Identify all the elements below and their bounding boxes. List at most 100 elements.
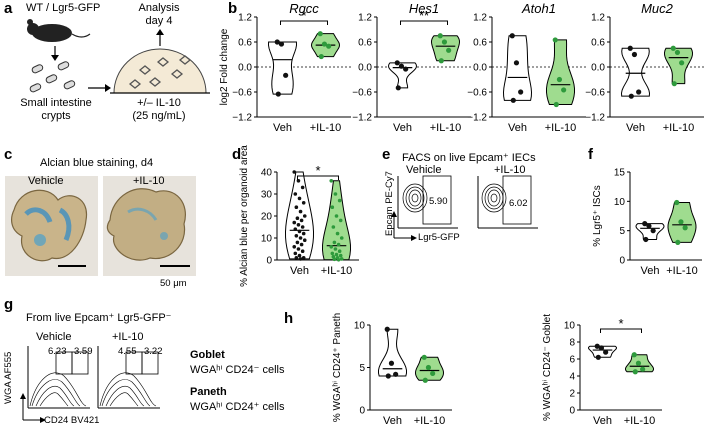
- data-point: [603, 349, 609, 355]
- y-tick-label: 5: [619, 226, 625, 237]
- scale-bar-label: 50 μm: [160, 278, 187, 289]
- data-point: [594, 343, 600, 349]
- x-tick-label: Veh: [641, 265, 660, 277]
- data-point: [302, 238, 307, 242]
- x-tick-label: +IL-10: [430, 122, 462, 134]
- chart-muc2: −1.2 −0.6 0.0 0.6 1.2 Muc2 Veh +IL-10: [585, 1, 704, 134]
- concentration-label: (25 ng/mL): [132, 110, 186, 122]
- y-tick-label: 0.6: [358, 38, 372, 49]
- facs-e-vehicle-label: Vehicle: [406, 164, 442, 176]
- chart-title: Rgcc: [289, 1, 319, 16]
- analysis-day-label: day 4: [145, 15, 173, 27]
- significance-bracket: [400, 20, 448, 25]
- x-tick-label: +IL-10: [310, 122, 342, 134]
- significance-bracket: [280, 20, 328, 25]
- organoid-dome-icon: [110, 48, 210, 94]
- x-tick-label: +IL-10: [666, 265, 698, 277]
- x-tick-label: Veh: [626, 122, 645, 134]
- facs-g-title: From live Epcam⁺ Lgr5-GFP⁻: [26, 312, 172, 324]
- y-tick-label: 0.0: [358, 63, 372, 74]
- data-point: [631, 352, 637, 358]
- data-point: [294, 234, 299, 238]
- data-point: [298, 236, 303, 240]
- data-point: [295, 216, 300, 220]
- facs-e-title: FACS on live Epcam⁺ IECs: [402, 152, 536, 164]
- data-point: [682, 225, 688, 231]
- violin-veh: [502, 35, 533, 101]
- data-point: [403, 66, 409, 72]
- chart-title: Muc2: [641, 1, 674, 16]
- data-point: [646, 223, 652, 229]
- data-point: [385, 373, 391, 379]
- y-tick-label: −0.6: [585, 88, 605, 99]
- data-point: [394, 60, 400, 66]
- panel-label-d: d: [232, 146, 242, 163]
- y-tick-label: −1.2: [585, 113, 605, 124]
- data-point: [671, 81, 677, 87]
- data-point: [670, 45, 676, 51]
- data-point: [446, 47, 452, 53]
- violin-il10: [430, 35, 461, 62]
- data-point: [640, 366, 646, 372]
- y-tick-label: 1.2: [591, 13, 605, 24]
- data-point: [278, 41, 285, 47]
- violin-veh: [635, 223, 665, 240]
- facs-e-y-label: Epcam PE-Cy7: [384, 171, 395, 236]
- significance-bracket: [600, 328, 642, 333]
- facs-g-y-label: WGA AF555: [3, 351, 14, 404]
- y-tick-label: 1.2: [473, 13, 487, 24]
- chart-title: Hes1: [409, 1, 439, 16]
- chart-atoh1: −1.2 −0.6 0.0 0.6 1.2 Atoh1 Veh +IL-10: [467, 1, 586, 134]
- data-point: [297, 253, 302, 258]
- x-tick-label: Veh: [383, 415, 402, 427]
- data-point: [318, 53, 324, 60]
- data-point: [298, 209, 303, 214]
- facs-g-il10-left-pct: 4.55: [118, 346, 137, 357]
- y-tick-label: 10: [261, 234, 273, 245]
- data-point: [513, 60, 520, 66]
- data-point: [636, 89, 642, 95]
- goblet-title: Goblet: [190, 349, 225, 361]
- violin-il10: [321, 180, 352, 261]
- data-point: [422, 377, 428, 383]
- significance-label: *: [315, 163, 320, 178]
- y-tick-label: 0: [266, 256, 272, 267]
- data-point: [294, 255, 299, 260]
- y-axis-label: % Alcian blue per organoid area: [239, 145, 250, 287]
- panel-label-f: f: [588, 146, 593, 163]
- y-tick-label: 40: [261, 168, 273, 179]
- data-point: [510, 97, 516, 103]
- y-tick-label: 2: [569, 389, 575, 400]
- data-point: [300, 225, 305, 229]
- data-point: [331, 225, 336, 229]
- facs-g-il10-right-pct: 3.22: [144, 346, 163, 357]
- y-tick-label: 6: [569, 355, 575, 366]
- facs-g-veh-right-pct: 3.59: [74, 346, 93, 357]
- alcian-title: Alcian blue staining, d4: [40, 157, 154, 169]
- data-point: [338, 253, 343, 258]
- analysis-label: Analysis: [138, 2, 180, 14]
- data-point: [333, 192, 338, 196]
- data-point: [595, 354, 601, 360]
- data-point: [395, 85, 401, 91]
- data-point: [275, 91, 281, 97]
- data-point: [393, 371, 399, 377]
- data-point: [295, 240, 300, 245]
- significance-bracket: [297, 175, 339, 180]
- data-point: [679, 60, 685, 66]
- y-tick-label: 0.6: [238, 38, 252, 49]
- violin-veh: [587, 345, 618, 358]
- data-point: [293, 251, 298, 256]
- y-tick-label: 1.2: [358, 13, 372, 24]
- data-point: [292, 170, 297, 174]
- y-tick-label: 0: [359, 406, 365, 417]
- facs-e-x-label: Lgr5-GFP: [418, 232, 460, 243]
- data-point: [337, 249, 342, 253]
- violin-veh: [620, 47, 651, 97]
- data-point: [334, 252, 339, 257]
- data-point: [296, 223, 301, 227]
- y-tick-label: −1.2: [352, 113, 372, 124]
- data-point: [296, 247, 301, 251]
- alcian-vehicle-image: [5, 176, 98, 276]
